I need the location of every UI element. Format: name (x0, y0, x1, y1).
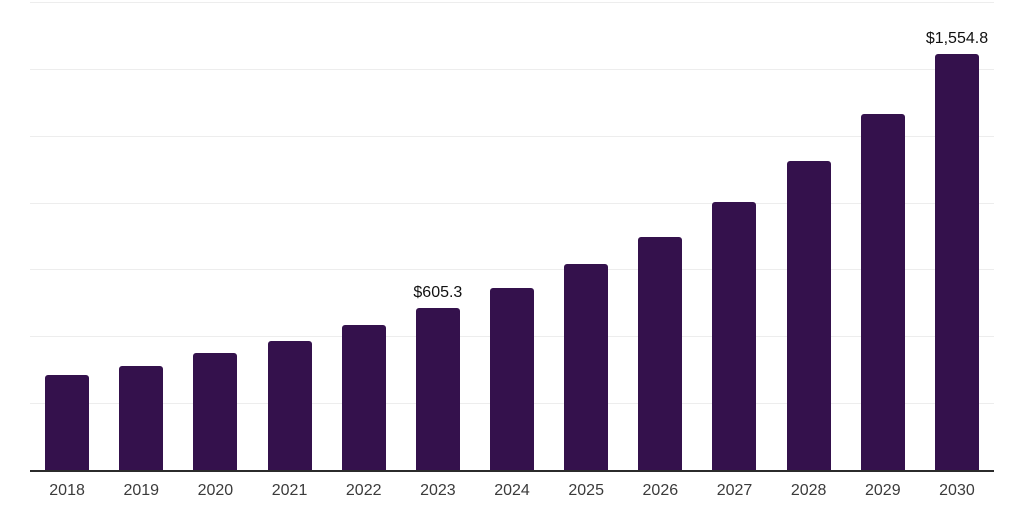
bar-2022[interactable] (341, 324, 386, 470)
bar-slot-2030: $1,554.8 (920, 0, 994, 470)
bar-2019[interactable] (119, 365, 164, 470)
bar-2027[interactable] (712, 202, 757, 470)
value-label-2023: $605.3 (413, 284, 463, 302)
x-label-2024: 2024 (494, 482, 530, 499)
x-label-2023: 2023 (420, 482, 456, 499)
x-axis-line (30, 470, 994, 472)
plot-area: $605.3 $1,554.8 2018 2019 2020 2021 2022 2023 2… (30, 0, 994, 512)
bar-2024[interactable] (490, 288, 535, 470)
x-axis-labels: 2018 2019 2020 2021 2022 2023 2024 2025 2026 2027… (30, 482, 994, 500)
gridline-1500 (30, 68, 994, 70)
bar-2026[interactable] (638, 236, 683, 470)
gridline-750 (30, 269, 994, 271)
x-label-2018: 2018 (49, 482, 85, 499)
bar-slot-2022 (327, 0, 401, 470)
bar-slot-2028 (772, 0, 846, 470)
bar-slot-2024 (475, 0, 549, 470)
bar-slot-2019 (104, 0, 178, 470)
bar-slot-2026 (623, 0, 697, 470)
bar-slot-2025 (549, 0, 623, 470)
x-label-2030: 2030 (939, 482, 975, 499)
value-label-2030: $1,554.8 (925, 30, 989, 48)
bar-2028[interactable] (786, 161, 831, 470)
x-label-2026: 2026 (642, 482, 679, 499)
x-label-2027: 2027 (716, 482, 753, 499)
bar-slot-2023: $605.3 (401, 0, 475, 470)
gridline-1250 (30, 135, 994, 137)
bar-slot-2021 (252, 0, 326, 470)
bar-2029[interactable] (860, 114, 905, 470)
bar-2021[interactable] (267, 340, 312, 470)
gridline-1750 (30, 2, 994, 3)
x-label-2021: 2021 (271, 482, 308, 499)
bar-slot-2020 (178, 0, 252, 470)
x-label-2028: 2028 (790, 482, 827, 499)
bar-2030[interactable] (934, 54, 979, 470)
bar-2018[interactable] (45, 374, 90, 470)
x-label-2019: 2019 (123, 482, 160, 499)
bars-container: $605.3 $1,554.8 (30, 0, 994, 470)
bar-2020[interactable] (193, 353, 238, 470)
x-label-2022: 2022 (345, 482, 382, 499)
bar-2023[interactable] (415, 308, 460, 470)
x-label-2020: 2020 (197, 482, 234, 499)
gridline-1000 (30, 202, 994, 204)
bar-slot-2018 (30, 0, 104, 470)
x-label-2025: 2025 (568, 482, 604, 499)
x-label-2029: 2029 (865, 482, 901, 499)
bar-slot-2029 (846, 0, 920, 470)
bar-2025[interactable] (564, 264, 609, 470)
bar-slot-2027 (697, 0, 771, 470)
